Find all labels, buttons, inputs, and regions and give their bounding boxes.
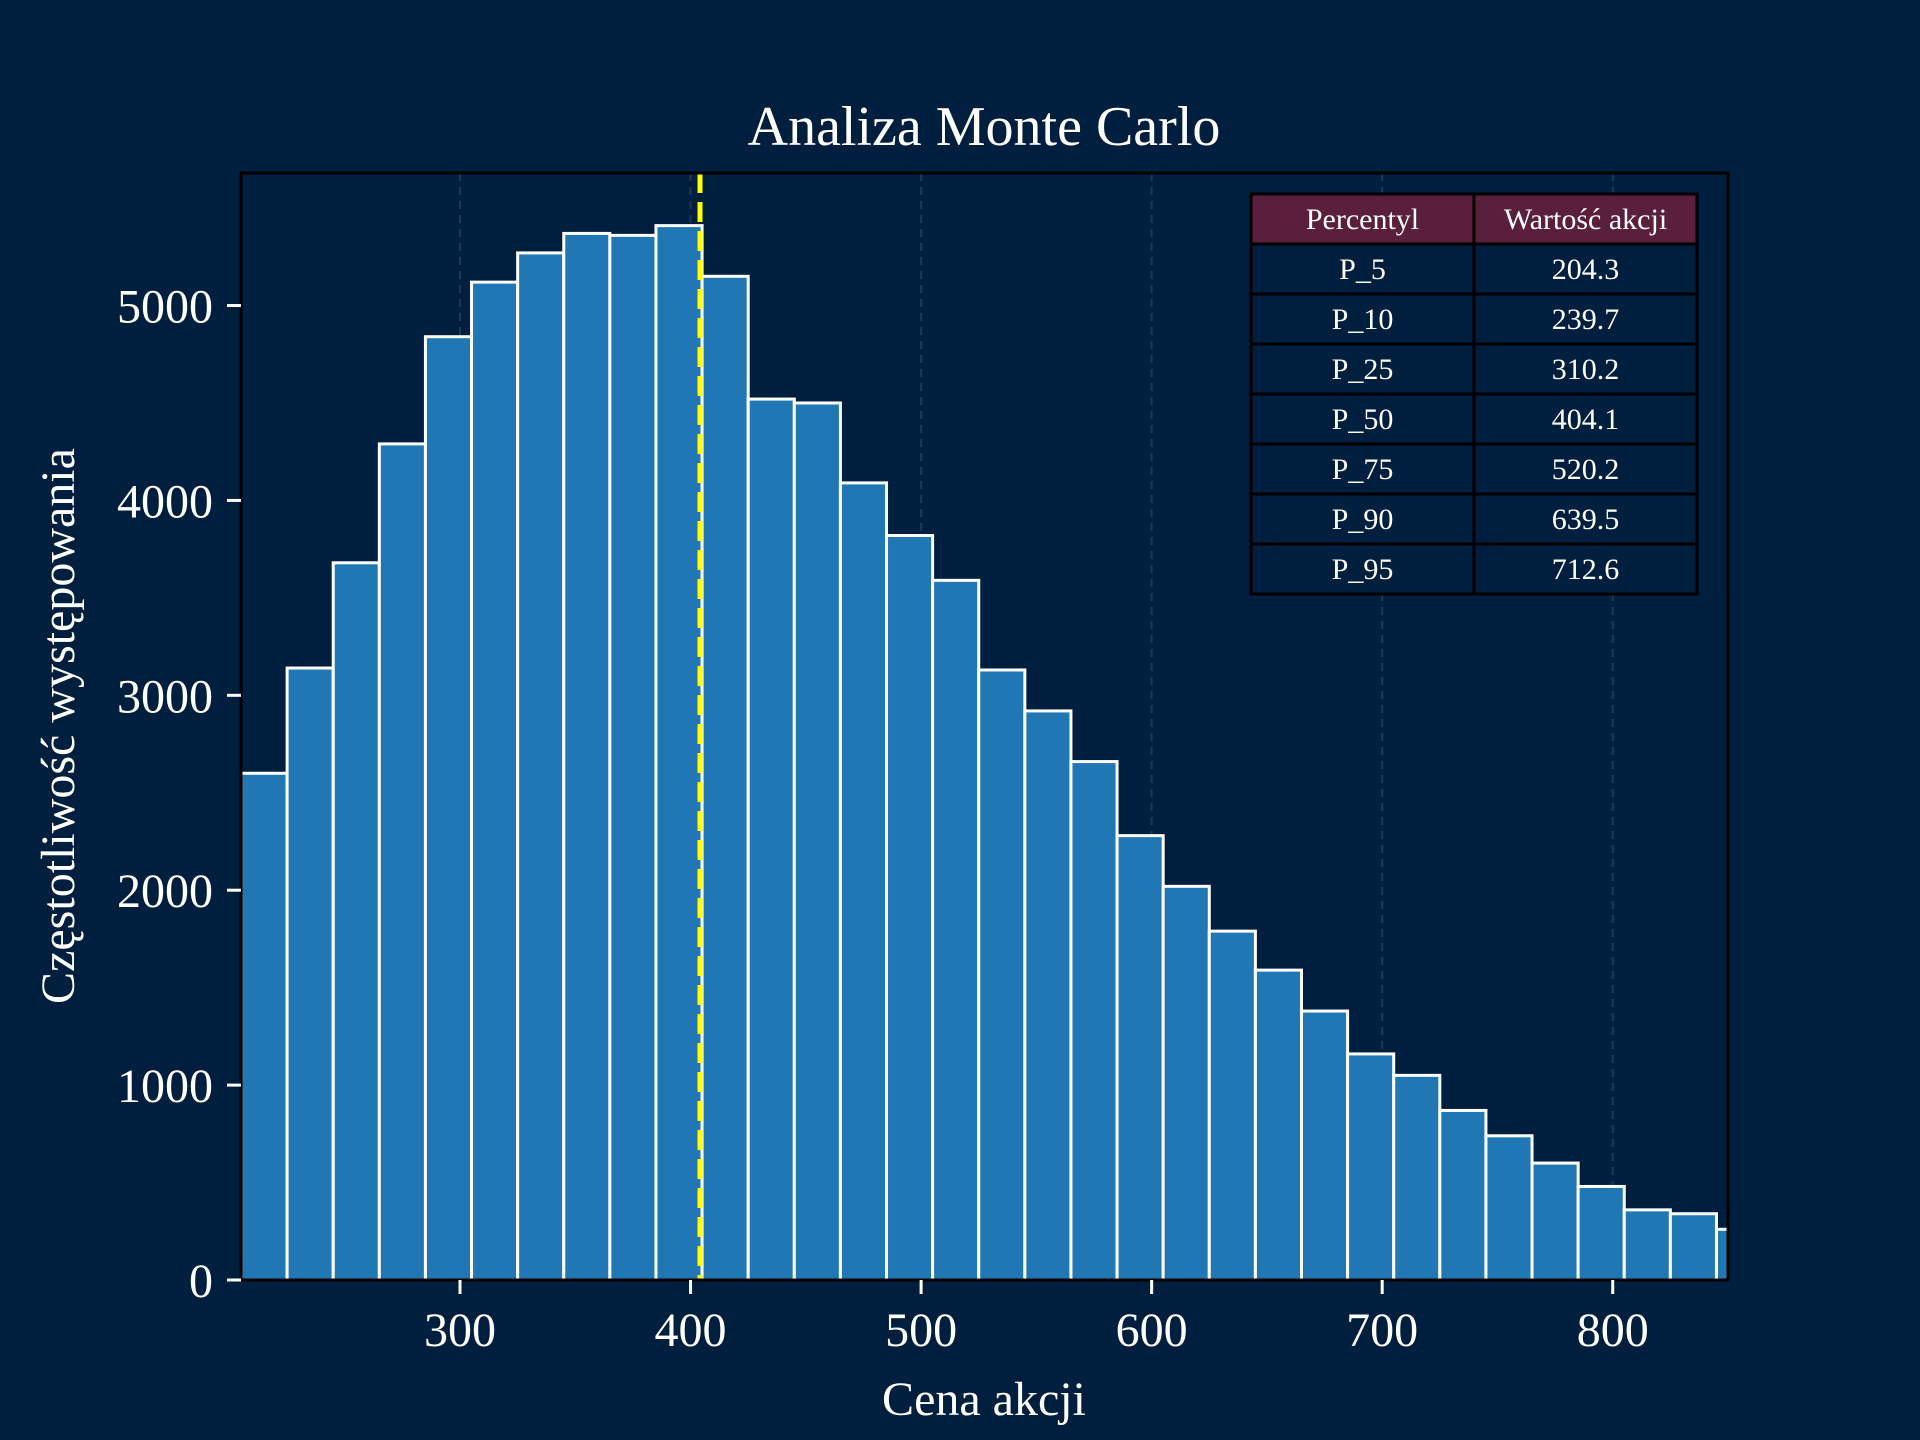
table-cell <box>1249 292 1476 346</box>
table-cell <box>1472 442 1699 496</box>
y-tick-label: 4000 <box>117 475 213 528</box>
table-header-label: Percentyl <box>1306 203 1419 236</box>
histogram-bar <box>608 233 658 1282</box>
percentile-value: 204.3 <box>1552 253 1620 286</box>
histogram-bar <box>239 771 289 1282</box>
histogram-bar <box>470 280 520 1282</box>
table-cell <box>1249 392 1476 446</box>
histogram-bar <box>1115 834 1165 1282</box>
histogram-bar <box>654 224 704 1282</box>
percentile-value: 520.2 <box>1552 453 1620 486</box>
table-cell <box>1249 442 1476 496</box>
histogram-bar <box>1253 968 1303 1282</box>
x-tick-label: 600 <box>1116 1304 1188 1357</box>
y-axis-ticks: 0 1000 2000 3000 4000 5000 <box>117 281 241 1308</box>
histogram-bar <box>1023 709 1073 1282</box>
table-cell <box>1249 492 1476 546</box>
histogram-bar <box>700 274 750 1282</box>
histogram-bar <box>1069 760 1119 1282</box>
table-cell <box>1249 242 1476 296</box>
table-cell <box>1249 542 1476 596</box>
histogram-bar <box>423 335 474 1282</box>
table-cell <box>1472 542 1699 596</box>
percentile-label: P_90 <box>1332 503 1394 536</box>
y-tick-label: 1000 <box>117 1060 213 1113</box>
histogram-bar <box>1346 1052 1396 1282</box>
x-axis-label: Cena akcji <box>882 1373 1086 1426</box>
histogram-bar <box>331 561 381 1282</box>
table-cell <box>1472 342 1699 396</box>
percentile-label: P_75 <box>1332 453 1394 486</box>
table-cell <box>1472 392 1699 446</box>
table-header-label: Wartość akcji <box>1504 203 1667 236</box>
percentile-label: P_25 <box>1332 353 1394 386</box>
percentile-label: P_50 <box>1332 403 1394 436</box>
percentile-value: 310.2 <box>1552 353 1620 386</box>
x-tick-label: 400 <box>655 1304 727 1357</box>
histogram-bar <box>1207 929 1257 1282</box>
histogram-bar <box>838 481 889 1282</box>
x-tick-label: 500 <box>885 1304 957 1357</box>
histogram-bar <box>285 666 335 1282</box>
histogram-bar <box>746 397 796 1282</box>
histogram-bar <box>977 668 1027 1282</box>
histogram-bar <box>1484 1134 1534 1282</box>
table-header-cell <box>1472 192 1699 246</box>
percentile-label: P_95 <box>1332 553 1394 586</box>
histogram-bar <box>792 401 842 1282</box>
histogram-bar <box>516 251 566 1282</box>
percentile-value: 639.5 <box>1552 503 1620 536</box>
percentile-value: 404.1 <box>1552 403 1620 436</box>
table-header-cell <box>1249 192 1476 246</box>
table-cell <box>1249 342 1476 396</box>
histogram-bars <box>239 224 1730 1282</box>
x-axis-ticks: 300 400 500 600 700 800 <box>424 1280 1649 1357</box>
histogram-bar <box>1299 1009 1350 1282</box>
histogram-bar <box>1576 1184 1626 1282</box>
histogram-bar <box>931 578 981 1282</box>
percentile-value: 239.7 <box>1552 303 1620 336</box>
x-tick-label: 700 <box>1346 1304 1418 1357</box>
percentile-label: P_5 <box>1339 253 1386 286</box>
histogram-bar <box>1161 884 1211 1282</box>
histogram-bar <box>1714 1227 1730 1282</box>
histogram-bar <box>377 442 427 1282</box>
histogram-bar <box>1668 1212 1718 1282</box>
histogram-bar <box>1622 1208 1672 1282</box>
plot-frame <box>239 171 1730 1282</box>
histogram-bar <box>562 231 612 1282</box>
y-tick-label: 0 <box>189 1255 213 1308</box>
percentile-value: 712.6 <box>1552 553 1620 586</box>
chart-title: Analiza Monte Carlo <box>748 96 1221 158</box>
histogram-bar <box>1392 1073 1442 1282</box>
histogram-bar <box>885 534 935 1282</box>
table-cell <box>1472 492 1699 546</box>
histogram-bar <box>1438 1108 1488 1282</box>
y-tick-label: 5000 <box>117 281 213 334</box>
percentile-label: P_10 <box>1332 303 1394 336</box>
histogram-bar <box>1530 1161 1580 1282</box>
x-tick-label: 300 <box>424 1304 496 1357</box>
y-axis-label: Częstotliwość występowania <box>32 448 85 1004</box>
y-tick-label: 2000 <box>117 865 213 918</box>
y-tick-label: 3000 <box>117 670 213 723</box>
x-tick-label: 800 <box>1577 1304 1649 1357</box>
percentile-table: Percentyl Wartość akcji P_5 204.3 P_10 239.7 P… <box>1249 192 1699 596</box>
